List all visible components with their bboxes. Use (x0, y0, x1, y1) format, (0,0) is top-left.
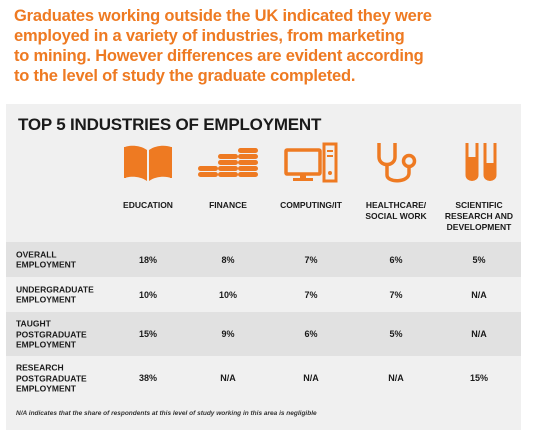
table-cell: 6% (389, 254, 403, 265)
column-header: COMPUTING/IT (280, 200, 342, 210)
table-title: TOP 5 INDUSTRIES OF EMPLOYMENT (18, 115, 322, 134)
table-cell: 15% (138, 329, 158, 339)
table-cell: N/A (388, 373, 404, 383)
table-cell: 6% (304, 329, 318, 339)
table-cell: N/A (471, 289, 487, 300)
table-cell: 7% (304, 289, 318, 300)
table-cell: N/A (303, 373, 319, 383)
book-icon (111, 138, 185, 186)
column-header: FINANCE (209, 200, 247, 210)
table-row: OVERALL EMPLOYMENT 18% 8% 7% 6% 5% (6, 242, 521, 277)
table-cell: 18% (138, 254, 158, 265)
table-cell: N/A (220, 373, 236, 383)
industries-table: TOP 5 INDUSTRIES OF EMPLOYMENT (6, 104, 521, 430)
test-tubes-icon (444, 138, 518, 186)
table-cell: 8% (221, 254, 235, 265)
column-header: HEALTHCARE/ SOCIAL WORK (365, 200, 427, 221)
table-cell: 9% (221, 329, 235, 339)
intro-text: Graduates working outside the UK indicat… (14, 6, 534, 86)
intro-line: employed in a variety of industries, fro… (14, 27, 405, 45)
table-cell: 38% (138, 373, 158, 383)
footnote: N/A indicates that the share of responde… (16, 410, 317, 417)
computer-icon (274, 138, 348, 186)
stethoscope-icon (359, 138, 433, 186)
intro-line: Graduates working outside the UK indicat… (14, 7, 432, 25)
table-cell: N/A (471, 329, 487, 339)
table-cell: 15% (469, 373, 489, 383)
table-row: UNDERGRADUATE EMPLOYMENT 10% 10% 7% 7% N… (6, 277, 521, 312)
intro-line: to mining. However differences are evide… (14, 47, 424, 65)
table-cell: 7% (389, 289, 403, 300)
table-cell: 10% (138, 289, 158, 300)
column-header: EDUCATION (123, 200, 173, 210)
row-label: TAUGHT POSTGRADUATE EMPLOYMENT (16, 318, 87, 350)
table-cell: 10% (218, 289, 238, 300)
row-label: UNDERGRADUATE EMPLOYMENT (16, 284, 94, 305)
table-cell: 5% (472, 254, 486, 265)
row-label: RESEARCH POSTGRADUATE EMPLOYMENT (16, 362, 87, 394)
row-label: OVERALL EMPLOYMENT (16, 249, 76, 270)
column-header: SCIENTIFIC RESEARCH AND DEVELOPMENT (444, 200, 514, 232)
table-row: TAUGHT POSTGRADUATE EMPLOYMENT 15% 9% 6%… (6, 312, 521, 356)
table-cell: 7% (304, 254, 318, 265)
table-cell: 5% (389, 329, 403, 339)
intro-line: to the level of study the graduate compl… (14, 67, 356, 85)
coins-icon (191, 138, 265, 186)
table-row: RESEARCH POSTGRADUATE EMPLOYMENT 38% N/A… (6, 356, 521, 400)
